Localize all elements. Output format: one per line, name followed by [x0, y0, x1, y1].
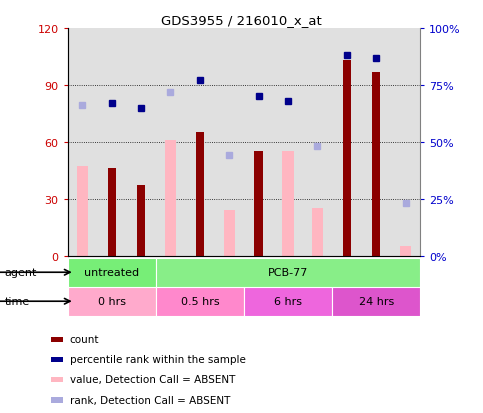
Text: 0.5 hrs: 0.5 hrs — [181, 297, 219, 306]
Bar — [342, 61, 351, 256]
Text: untreated: untreated — [84, 268, 139, 278]
Text: rank, Detection Call = ABSENT: rank, Detection Call = ABSENT — [70, 395, 230, 405]
Text: PCB-77: PCB-77 — [268, 268, 308, 278]
Bar — [51, 357, 63, 362]
Bar — [156, 287, 244, 316]
Bar — [77, 167, 88, 256]
Bar — [312, 209, 323, 256]
Bar — [165, 140, 176, 256]
Text: agent: agent — [5, 268, 37, 278]
Bar — [51, 397, 63, 403]
Text: 24 hrs: 24 hrs — [358, 297, 394, 306]
Text: percentile rank within the sample: percentile rank within the sample — [70, 354, 246, 364]
Bar — [137, 186, 145, 256]
Bar — [196, 133, 204, 256]
Bar — [224, 211, 235, 256]
Text: value, Detection Call = ABSENT: value, Detection Call = ABSENT — [70, 375, 235, 385]
Text: count: count — [70, 335, 99, 344]
Bar — [51, 337, 63, 342]
Text: time: time — [5, 297, 30, 306]
Bar — [51, 377, 63, 382]
Bar — [283, 152, 294, 256]
Bar — [108, 169, 116, 256]
Bar — [400, 247, 411, 256]
Text: 6 hrs: 6 hrs — [274, 297, 302, 306]
Text: 0 hrs: 0 hrs — [98, 297, 126, 306]
Bar — [68, 258, 156, 287]
Bar — [255, 152, 263, 256]
Text: GDS3955 / 216010_x_at: GDS3955 / 216010_x_at — [161, 14, 322, 27]
Bar — [68, 287, 156, 316]
Bar — [244, 287, 332, 316]
Bar — [156, 258, 420, 287]
Bar — [332, 287, 420, 316]
Bar — [372, 72, 380, 256]
